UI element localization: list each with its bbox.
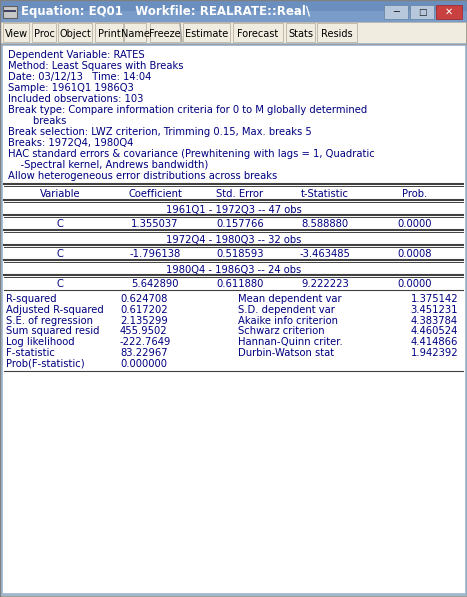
Text: -1.796138: -1.796138	[129, 249, 181, 259]
Text: 1961Q1 - 1972Q3 -- 47 obs: 1961Q1 - 1972Q3 -- 47 obs	[166, 205, 301, 215]
Text: 1980Q4 - 1986Q3 -- 24 obs: 1980Q4 - 1986Q3 -- 24 obs	[166, 265, 301, 275]
Text: 83.22967: 83.22967	[120, 348, 168, 358]
Bar	[0, 11, 467, 22]
Text: Date: 03/12/13   Time: 14:04: Date: 03/12/13 Time: 14:04	[8, 72, 151, 82]
Text: Estimate: Estimate	[185, 29, 228, 39]
Text: -3.463485: -3.463485	[299, 249, 350, 259]
Text: t-Statistic: t-Statistic	[301, 189, 349, 199]
Bar	[4, 10, 16, 12]
Text: Std. Error: Std. Error	[216, 189, 263, 199]
Text: Durbin-Watson stat: Durbin-Watson stat	[238, 348, 334, 358]
Text: Akaike info criterion: Akaike info criterion	[238, 316, 338, 325]
Text: Method: Least Squares with Breaks: Method: Least Squares with Breaks	[8, 61, 184, 71]
Text: C: C	[57, 279, 64, 289]
Text: Allow heterogeneous error distributions across breaks: Allow heterogeneous error distributions …	[8, 171, 277, 181]
Text: Forecast: Forecast	[237, 29, 279, 39]
Text: Mean dependent var: Mean dependent var	[238, 294, 342, 304]
Text: 5.642890: 5.642890	[131, 279, 179, 289]
Bar	[95, 23, 123, 42]
Bar	[317, 23, 357, 42]
Text: 0.0008: 0.0008	[398, 249, 432, 259]
Text: Sum squared resid: Sum squared resid	[6, 327, 99, 336]
Text: 1972Q4 - 1980Q3 -- 32 obs: 1972Q4 - 1980Q3 -- 32 obs	[166, 235, 301, 245]
Text: Object: Object	[59, 29, 91, 39]
Text: F-statistic: F-statistic	[6, 348, 55, 358]
Bar	[410, 5, 434, 19]
Text: 0.611880: 0.611880	[216, 279, 264, 289]
Text: 9.222223: 9.222223	[301, 279, 349, 289]
Text: 0.617202: 0.617202	[120, 305, 168, 315]
Text: ─: ─	[393, 7, 399, 17]
Text: 0.518593: 0.518593	[216, 249, 264, 259]
Text: Prob(F-statistic): Prob(F-statistic)	[6, 359, 85, 369]
Text: 1.375142: 1.375142	[410, 294, 458, 304]
Text: Adjusted R-squared: Adjusted R-squared	[6, 305, 104, 315]
Text: Variable: Variable	[40, 189, 80, 199]
Text: Resids: Resids	[321, 29, 353, 39]
Text: 4.414866: 4.414866	[410, 337, 458, 347]
Text: ✕: ✕	[445, 7, 453, 17]
Bar	[183, 23, 230, 42]
Text: 4.460524: 4.460524	[410, 327, 458, 336]
Text: Log likelihood: Log likelihood	[6, 337, 75, 347]
Bar	[32, 23, 56, 42]
Text: Coefficient: Coefficient	[128, 189, 182, 199]
Text: S.D. dependent var: S.D. dependent var	[238, 305, 335, 315]
Bar	[286, 23, 315, 42]
Bar	[436, 5, 462, 19]
Text: 0.624708: 0.624708	[120, 294, 167, 304]
Text: Break type: Compare information criteria for 0 to M globally determined: Break type: Compare information criteria…	[8, 105, 367, 115]
Text: Equation: EQ01   Workfile: REALRATE::Real\: Equation: EQ01 Workfile: REALRATE::Real\	[21, 5, 310, 17]
Text: Proc: Proc	[34, 29, 55, 39]
Text: C: C	[57, 249, 64, 259]
Bar	[3, 23, 29, 42]
Text: Stats: Stats	[288, 29, 313, 39]
Text: -222.7649: -222.7649	[120, 337, 171, 347]
Text: Hannan-Quinn criter.: Hannan-Quinn criter.	[238, 337, 343, 347]
Text: HAC standard errors & covariance (Prewhitening with lags = 1, Quadratic: HAC standard errors & covariance (Prewhi…	[8, 149, 375, 159]
Text: 0.0000: 0.0000	[398, 279, 432, 289]
Text: Prob.: Prob.	[403, 189, 428, 199]
Bar	[58, 23, 92, 42]
Text: 0.0000: 0.0000	[398, 219, 432, 229]
Text: 1.942392: 1.942392	[410, 348, 458, 358]
Bar	[150, 23, 180, 42]
Text: Included observations: 103: Included observations: 103	[8, 94, 143, 104]
Text: R-squared: R-squared	[6, 294, 57, 304]
Text: S.E. of regression: S.E. of regression	[6, 316, 93, 325]
Bar	[384, 5, 408, 19]
Text: View: View	[5, 29, 28, 39]
Bar	[124, 23, 146, 42]
Text: Sample: 1961Q1 1986Q3: Sample: 1961Q1 1986Q3	[8, 83, 134, 93]
Text: Freeze: Freeze	[149, 29, 181, 39]
Text: Schwarz criterion: Schwarz criterion	[238, 327, 325, 336]
Text: 8.588880: 8.588880	[301, 219, 348, 229]
Text: 0.000000: 0.000000	[120, 359, 167, 369]
Bar	[233, 23, 283, 42]
Text: 455.9502: 455.9502	[120, 327, 168, 336]
Text: 2.135299: 2.135299	[120, 316, 168, 325]
Text: C: C	[57, 219, 64, 229]
Text: 0.157766: 0.157766	[216, 219, 264, 229]
Text: -Spectral kernel, Andrews bandwidth): -Spectral kernel, Andrews bandwidth)	[8, 160, 208, 170]
Bar	[3, 6, 17, 18]
Bar	[0, 0, 467, 22]
Text: Break selection: LWZ criterion, Trimming 0.15, Max. breaks 5: Break selection: LWZ criterion, Trimming…	[8, 127, 312, 137]
Bar	[1, 22, 466, 44]
Text: Print: Print	[98, 29, 120, 39]
Text: 1.355037: 1.355037	[131, 219, 179, 229]
Text: breaks: breaks	[8, 116, 66, 126]
Text: 4.383784: 4.383784	[411, 316, 458, 325]
Text: Dependent Variable: RATES: Dependent Variable: RATES	[8, 50, 145, 60]
Text: Name: Name	[120, 29, 149, 39]
Text: Breaks: 1972Q4, 1980Q4: Breaks: 1972Q4, 1980Q4	[8, 138, 134, 148]
Text: 3.451231: 3.451231	[410, 305, 458, 315]
Text: □: □	[418, 8, 426, 17]
